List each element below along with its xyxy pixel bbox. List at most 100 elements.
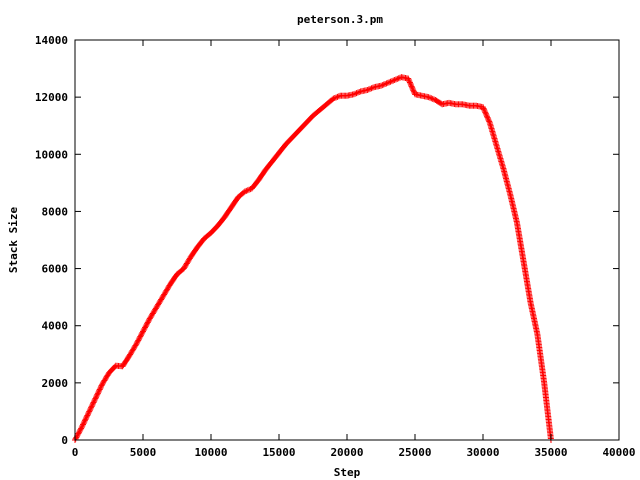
data-point-fill (98, 382, 105, 389)
data-point (242, 188, 248, 195)
data-point-fill (91, 398, 98, 405)
y-tick-label: 0 (61, 434, 68, 447)
x-tick-label: 30000 (466, 446, 499, 459)
data-point-fill (78, 425, 85, 432)
data-point-fill (367, 85, 374, 92)
x-tick-label: 35000 (534, 446, 567, 459)
y-tick-label: 14000 (35, 34, 68, 47)
x-tick-label: 25000 (398, 446, 431, 459)
data-point-fill (485, 115, 492, 122)
data-point-fill (133, 340, 140, 346)
data-point-fill (406, 78, 413, 85)
data-point-fill (394, 75, 401, 82)
data-point-fill (356, 89, 363, 95)
data-point-fill (134, 338, 141, 345)
data-point-fill (132, 342, 139, 349)
data-point-fill (84, 411, 91, 418)
x-tick-label: 40000 (602, 446, 635, 459)
data-point-fill (143, 322, 150, 328)
data-point (378, 82, 384, 89)
data-point-fill (140, 327, 147, 334)
y-tick-label: 10000 (35, 148, 68, 161)
data-point-fill (383, 80, 390, 87)
data-point-fill (484, 114, 491, 121)
data-point (92, 395, 99, 402)
data-point-fill (406, 79, 413, 86)
data-point-fill (395, 75, 402, 82)
data-point-fill (485, 117, 492, 124)
data-point-fill (145, 318, 152, 325)
data-point-fill (87, 405, 94, 412)
data-point-fill (88, 404, 95, 411)
data-point-fill (77, 426, 84, 433)
data-point-fill (246, 186, 253, 193)
data-point-fill (135, 336, 142, 343)
data-point-fill (409, 84, 416, 91)
data-point-fill (91, 396, 98, 403)
data-point-fill (365, 86, 372, 93)
data-point-fill (486, 118, 493, 125)
data-point-fill (139, 329, 146, 336)
data-point-fill (141, 325, 148, 332)
data-point (330, 95, 337, 102)
data-point-fill (96, 386, 103, 393)
data-point-fill (81, 417, 88, 424)
data-point-fill (137, 333, 144, 340)
data-point-fill (72, 435, 79, 442)
data-point-fill (90, 399, 97, 406)
data-point (364, 87, 371, 93)
data-point-fill (80, 420, 87, 427)
data-point-fill (89, 400, 96, 407)
data-point (425, 94, 432, 101)
data-point-fill (354, 89, 361, 96)
data-point-fill (95, 389, 102, 396)
data-point-fill (86, 407, 93, 414)
data-point-fill (428, 95, 435, 102)
data-point-fill (146, 316, 153, 323)
data-point-fill (392, 76, 399, 83)
data-point (350, 91, 357, 98)
x-axis-label: Step (334, 466, 361, 479)
data-point (133, 341, 140, 348)
plot-frame (74, 39, 620, 441)
data-point-fill (135, 337, 142, 344)
x-tick-label: 15000 (262, 446, 295, 459)
data-point-fill (138, 331, 145, 337)
data-point-fill (142, 324, 149, 331)
y-tick-label: 2000 (42, 377, 69, 390)
data-point-fill (353, 90, 360, 97)
data-point-fill (429, 95, 436, 102)
data-point-fill (244, 187, 251, 194)
data-point-fill (137, 332, 144, 339)
data-point-fill (144, 320, 151, 327)
data-point-fill (387, 78, 394, 85)
data-point-fill (379, 82, 386, 89)
chart-title: peterson.3.pm (297, 13, 383, 26)
data-point-fill (76, 429, 83, 436)
data-point-fill (481, 108, 488, 115)
data-point-fill (93, 392, 100, 399)
data-point-fill (380, 81, 387, 88)
data-point-fill (333, 94, 340, 101)
y-tick-label: 4000 (42, 320, 69, 333)
data-point (391, 77, 398, 83)
y-axis-label: Stack Size (7, 207, 20, 274)
data-point-fill (97, 383, 104, 390)
x-tick-label: 5000 (130, 446, 157, 459)
data-point-fill (81, 418, 88, 425)
data-point-fill (331, 95, 338, 101)
y-tick-label: 8000 (42, 205, 69, 218)
data-point-fill (388, 78, 395, 85)
data-point-fill (334, 93, 341, 100)
data-point-fill (84, 412, 91, 419)
data-point-fill (94, 390, 101, 397)
data-point-fill (96, 387, 103, 394)
data-point (384, 79, 391, 86)
data-point-fill (482, 110, 489, 117)
data-point (140, 328, 146, 335)
data-point-fill (97, 385, 104, 392)
data-point-fill (74, 431, 81, 438)
data-point-fill (76, 428, 83, 434)
data-point-fill (93, 394, 100, 401)
